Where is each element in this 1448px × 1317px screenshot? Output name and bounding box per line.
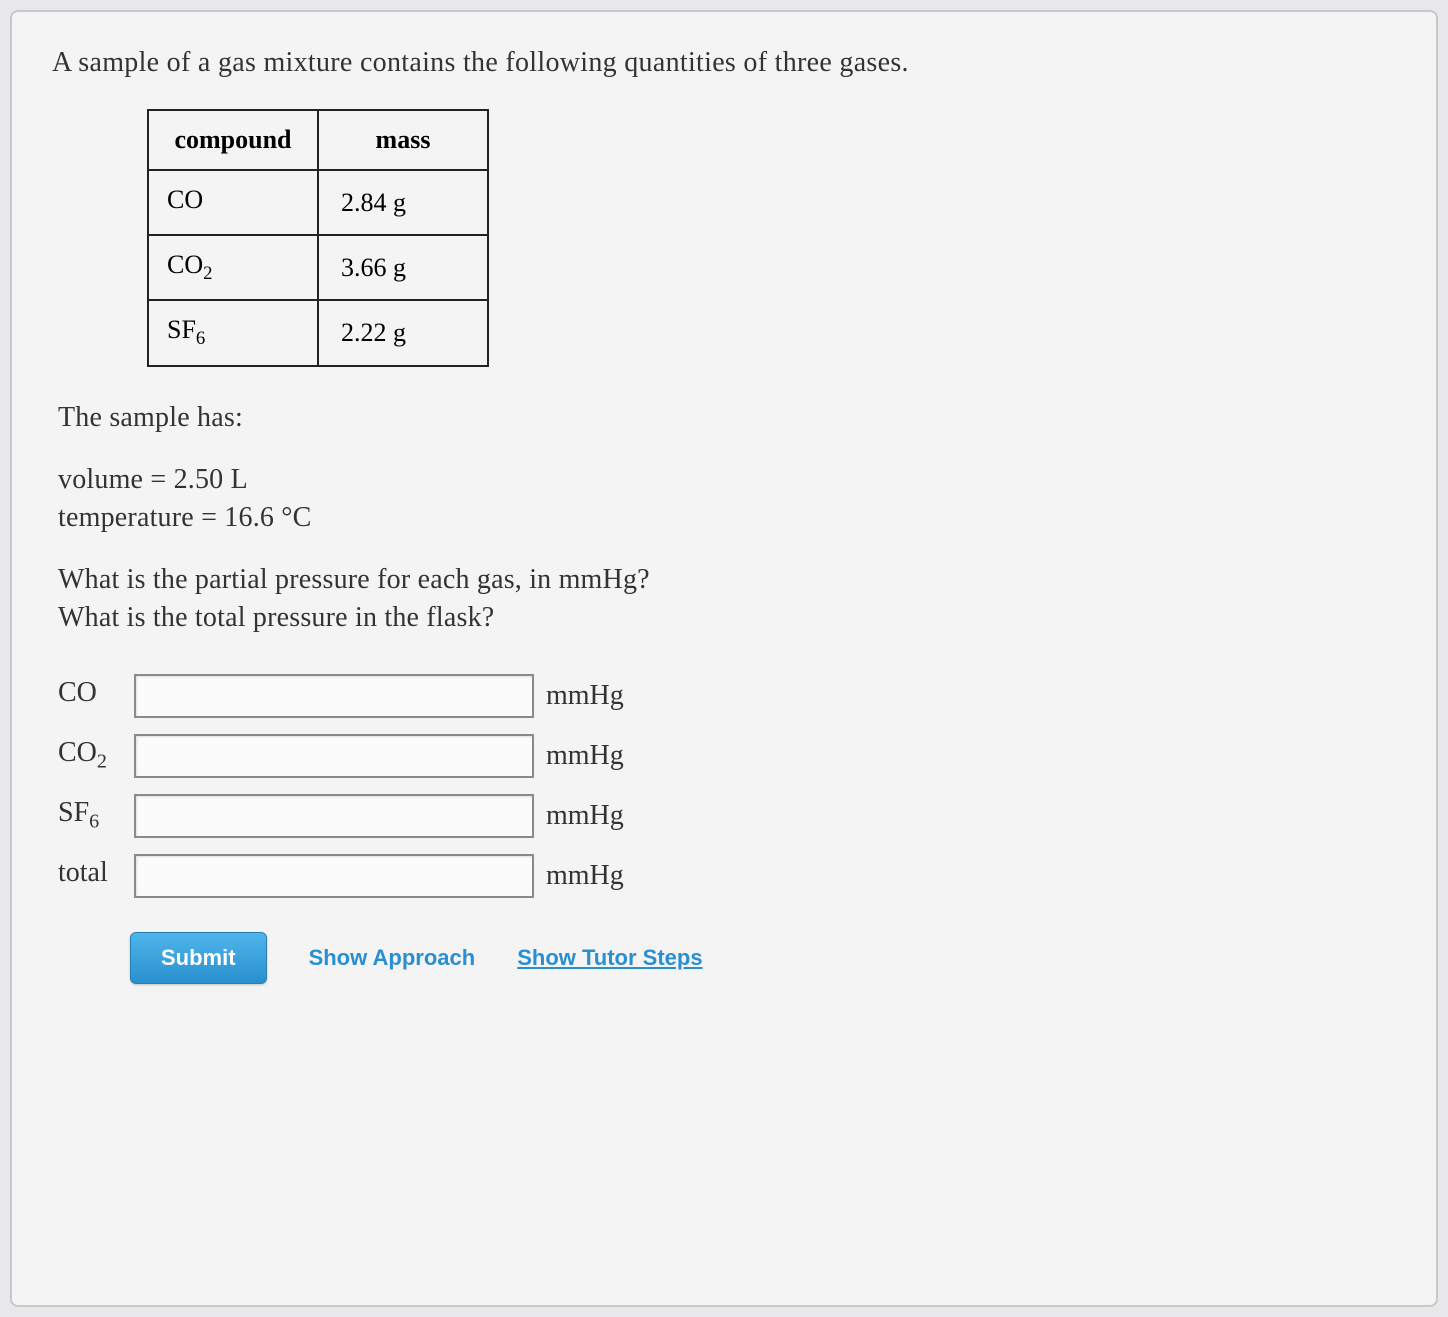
volume-text: volume = 2.50 L bbox=[58, 464, 1396, 496]
intro-text: A sample of a gas mixture contains the f… bbox=[52, 47, 1396, 79]
question-2-text: What is the total pressure in the flask? bbox=[58, 602, 1396, 634]
temperature-text: temperature = 16.6 °C bbox=[58, 502, 1396, 534]
answer-label: SF6 bbox=[58, 797, 130, 834]
answer-row-co2: CO2 mmHg bbox=[58, 734, 1396, 778]
header-compound: compound bbox=[148, 110, 318, 170]
answer-label: CO2 bbox=[58, 737, 130, 774]
unit-label: mmHg bbox=[546, 800, 624, 832]
table-row: CO 2.84 g bbox=[148, 170, 488, 235]
answer-row-total: total mmHg bbox=[58, 854, 1396, 898]
button-row: Submit Show Approach Show Tutor Steps bbox=[130, 932, 1396, 984]
table-row: CO2 3.66 g bbox=[148, 235, 488, 300]
sf6-input[interactable] bbox=[134, 794, 534, 838]
cell-mass: 2.84 g bbox=[318, 170, 488, 235]
co-input[interactable] bbox=[134, 674, 534, 718]
compound-mass-table: compound mass CO 2.84 g CO2 3.66 g SF6 2… bbox=[147, 109, 489, 367]
cell-mass: 3.66 g bbox=[318, 235, 488, 300]
answer-row-sf6: SF6 mmHg bbox=[58, 794, 1396, 838]
unit-label: mmHg bbox=[546, 680, 624, 712]
answer-label: CO bbox=[58, 677, 130, 714]
cell-mass: 2.22 g bbox=[318, 300, 488, 365]
unit-label: mmHg bbox=[546, 860, 624, 892]
co2-input[interactable] bbox=[134, 734, 534, 778]
cell-compound: SF6 bbox=[148, 300, 318, 365]
total-input[interactable] bbox=[134, 854, 534, 898]
unit-label: mmHg bbox=[546, 740, 624, 772]
question-panel: A sample of a gas mixture contains the f… bbox=[10, 10, 1438, 1307]
cell-compound: CO bbox=[148, 170, 318, 235]
answer-label: total bbox=[58, 857, 130, 894]
cell-compound: CO2 bbox=[148, 235, 318, 300]
header-mass: mass bbox=[318, 110, 488, 170]
show-tutor-steps-link[interactable]: Show Tutor Steps bbox=[517, 945, 702, 971]
answer-row-co: CO mmHg bbox=[58, 674, 1396, 718]
submit-button[interactable]: Submit bbox=[130, 932, 267, 984]
sample-has-text: The sample has: bbox=[58, 402, 1396, 434]
show-approach-link[interactable]: Show Approach bbox=[309, 945, 476, 971]
table-row: SF6 2.22 g bbox=[148, 300, 488, 365]
question-1-text: What is the partial pressure for each ga… bbox=[58, 564, 1396, 596]
